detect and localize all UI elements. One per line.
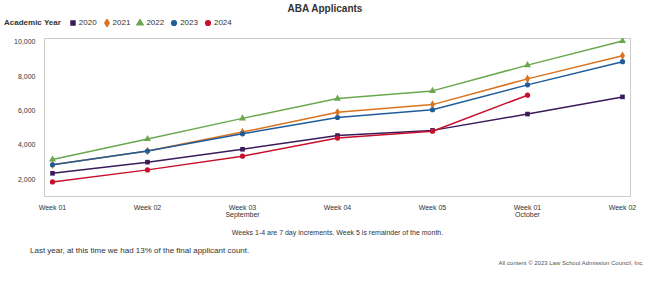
svg-text:Week 05: Week 05 <box>419 204 447 211</box>
svg-text:10,000: 10,000 <box>14 38 36 45</box>
html-text:2020: 2020 <box>78 18 97 27</box>
svg-text:Week 02: Week 02 <box>134 204 162 211</box>
svg-text:Week 03September: Week 03September <box>225 204 260 219</box>
svg-text:4,000: 4,000 <box>18 141 36 148</box>
html-text:Last year, at this time we had: Last year, at this time we had 13% of th… <box>30 246 250 255</box>
svg-text:Week 01: Week 01 <box>39 204 67 211</box>
html-text:Academic Year: Academic Year <box>4 18 61 27</box>
html-text:ABA Applicants: ABA Applicants <box>287 3 363 14</box>
html-text:2024: 2024 <box>214 18 232 27</box>
html-text:2022: 2022 <box>146 18 165 27</box>
html-text:2021: 2021 <box>112 18 131 27</box>
svg-text:Week 02: Week 02 <box>609 204 637 211</box>
svg-text:Weeks 1-4 are 7 day increments: Weeks 1-4 are 7 day increments. Week 5 i… <box>232 229 443 237</box>
html-text:All content © 2023 Law School: All content © 2023 Law School Admission … <box>498 260 644 266</box>
svg-text:Week 01October: Week 01October <box>514 204 542 218</box>
svg-text:8,000: 8,000 <box>18 73 36 80</box>
svg-text:6,000: 6,000 <box>18 107 36 114</box>
html-text:2023: 2023 <box>180 18 198 27</box>
svg-text:Week 04: Week 04 <box>324 204 352 211</box>
svg-text:2,000: 2,000 <box>18 176 36 183</box>
